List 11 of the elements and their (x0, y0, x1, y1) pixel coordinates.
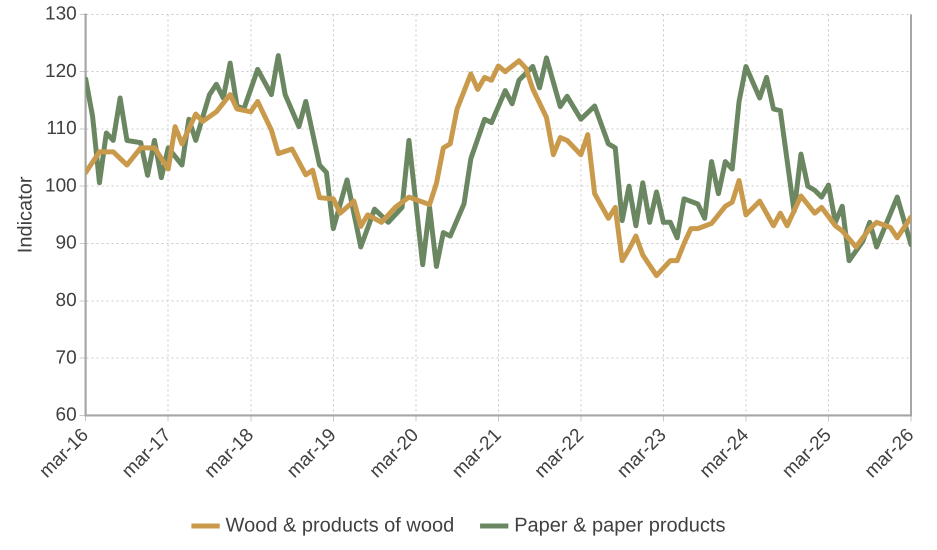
y-tick-label: 70 (56, 347, 77, 368)
legend-label: Paper & paper products (514, 514, 726, 537)
y-tick-label: 130 (45, 4, 77, 25)
y-tick-label: 110 (46, 118, 77, 140)
y-tick-label: 120 (45, 60, 77, 82)
y-axis-title: Indicator (14, 176, 37, 254)
y-tick-label: 80 (56, 290, 77, 312)
y-tick-label: 60 (56, 404, 77, 426)
y-tick-label: 100 (45, 175, 77, 196)
y-tick-label: 90 (56, 232, 77, 254)
legend-label: Wood & products of wood (226, 514, 454, 537)
